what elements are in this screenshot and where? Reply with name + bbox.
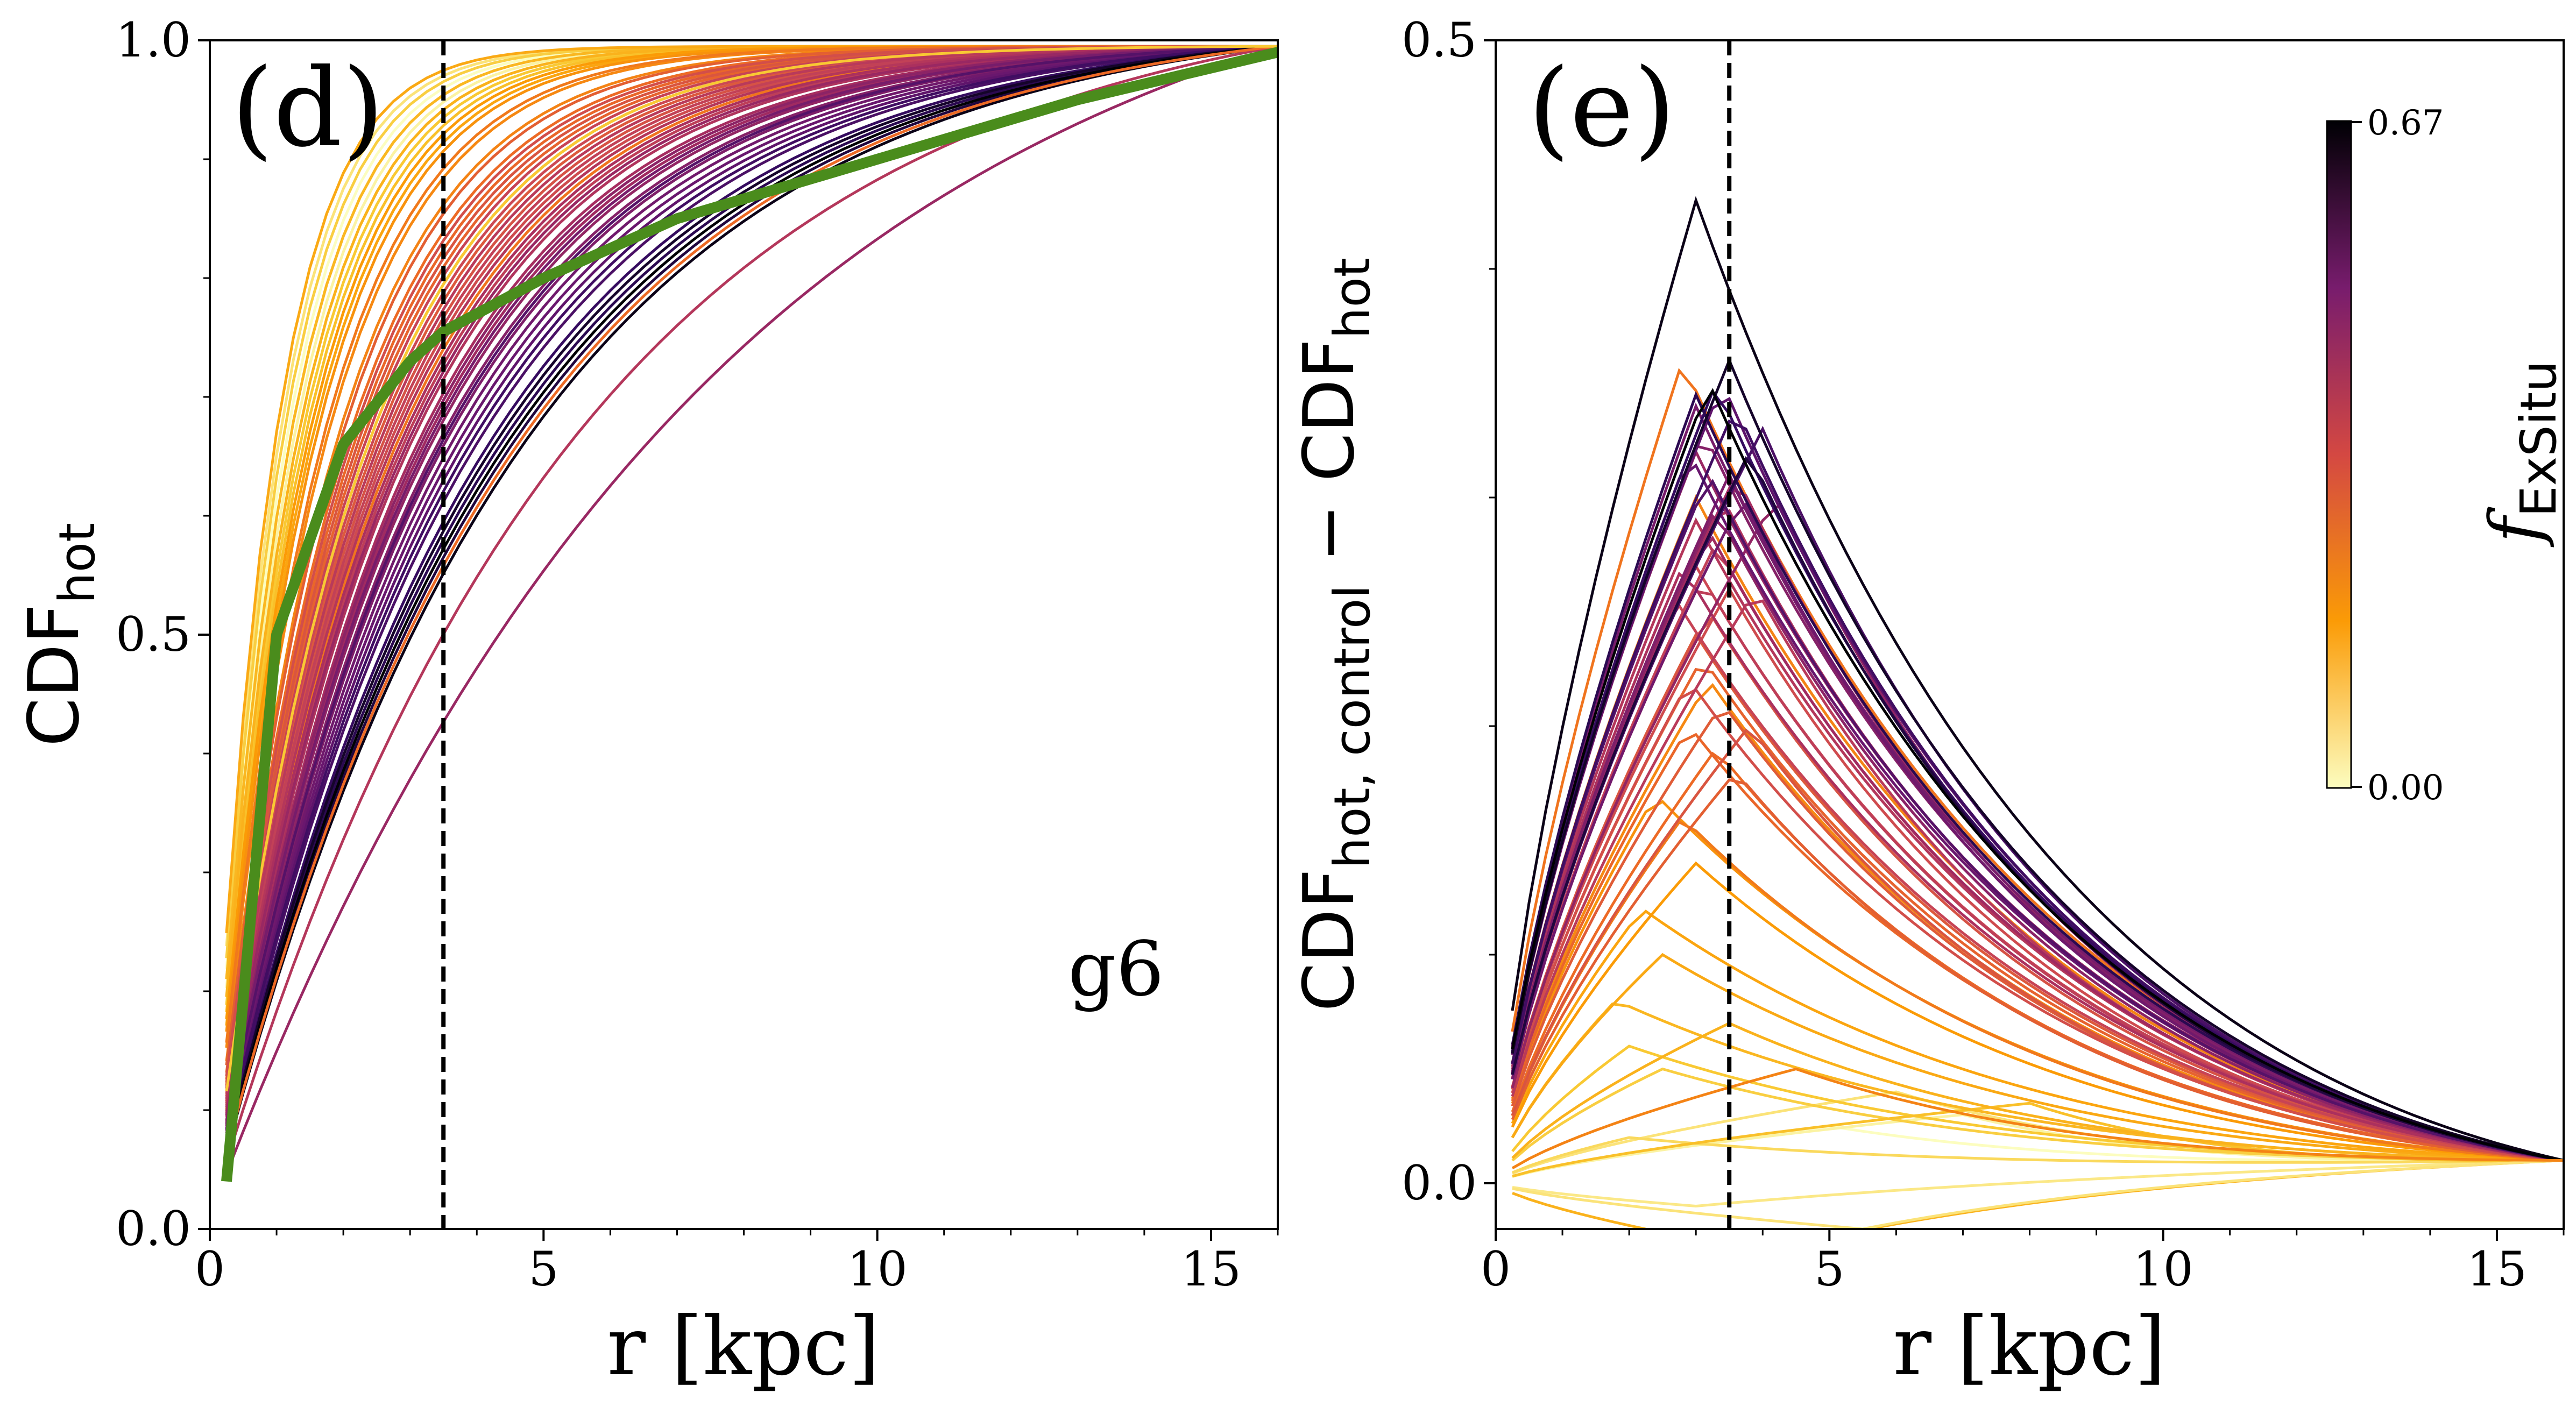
panel-d-x-tick-label: 5 (528, 1241, 558, 1297)
colorbar-max-label: 0.67 (2367, 103, 2444, 143)
panel-d: 0 5 10 15 0.0 0.5 1.0 (d) g6 r [kpc] CDFhot (13, 12, 1279, 1394)
colorbar-min-label: 0.00 (2367, 768, 2444, 808)
panel-e-series-line (1511, 514, 2564, 1162)
panel-e-x-axis-title: r [kpc] (1893, 1300, 2165, 1394)
panel-d-series-line (225, 45, 1278, 1154)
panel-d-label: (d) (231, 46, 384, 171)
panel-d-series-line (225, 45, 1278, 1163)
panel-e-series-line (1512, 1136, 2564, 1174)
panel-e-series-line (1511, 471, 2564, 1162)
panel-e-series-line (1511, 778, 2564, 1162)
panel-e-x-tick-label: 10 (2133, 1241, 2193, 1297)
panel-d-y-tick-label: 0.0 (116, 1201, 191, 1256)
panel-d-series-line (225, 45, 1278, 1146)
panel-e-series-line (1511, 688, 2564, 1162)
panel-e-series-line (1511, 909, 2564, 1162)
panel-e-series-line (1511, 751, 2564, 1162)
panel-d-x-tick-label: 15 (1181, 1241, 1241, 1297)
colorbar-gradient (2326, 120, 2352, 789)
panel-e-series-line (1512, 1113, 2564, 1178)
panel-e-series-line (1512, 1159, 2564, 1229)
panel-e-series-line (1511, 586, 2564, 1162)
panel-e-series-line (1511, 953, 2564, 1162)
panel-e-series-line (1512, 1159, 2564, 1208)
panel-e-series-line (1511, 196, 2564, 1162)
panel-e-series-line (1511, 603, 2564, 1162)
panel-e-series-line (1512, 1159, 2564, 1229)
panel-d-series-group (221, 45, 1278, 1182)
panel-d-annotation: g6 (1068, 926, 1164, 1013)
panel-e-y-tick-label: 0.5 (1402, 12, 1477, 68)
panel-d-y-axis-title: CDFhot (13, 523, 106, 747)
panel-e-series-line (1511, 357, 2564, 1162)
panel-d-series-line (225, 45, 1278, 1147)
panel-d-ticks: 0 5 10 15 0.0 0.5 1.0 (116, 12, 1279, 1297)
panel-d-series-line (225, 45, 1278, 1115)
panel-e-series-line (1511, 388, 2564, 1162)
panel-e-series-line (1511, 820, 2564, 1162)
panel-e-x-tick-label: 5 (1814, 1241, 1844, 1297)
panel-e-series-line (1511, 1067, 2564, 1170)
panel-d-y-tick-label: 0.5 (116, 607, 191, 662)
colorbar: 0.67 0.00 fExSitu (2326, 103, 2567, 808)
panel-e-ticks: 0 5 10 15 0.0 0.5 (1402, 12, 2565, 1297)
panel-d-x-tick-label: 0 (195, 1241, 225, 1297)
panel-d-series-line (225, 45, 1278, 1125)
colorbar-label: fExSitu (2474, 360, 2567, 547)
panel-d-series-line (225, 45, 1278, 1153)
panel-e-x-tick-label: 15 (2467, 1241, 2527, 1297)
panel-d-x-tick-label: 10 (847, 1241, 908, 1297)
panel-d-series-line (225, 45, 1278, 1140)
panel-e-y-axis-title: CDFhot, control − CDFhot (1288, 258, 1381, 1012)
panel-e-series-line (1511, 479, 2564, 1162)
panel-d-series-line (225, 45, 1278, 1174)
panel-e-y-tick-label: 0.0 (1402, 1155, 1477, 1211)
panel-e: 0 5 10 15 0.0 0.5 (e) r [kpc] CDFhot, control… (1288, 12, 2567, 1394)
panel-e-series-line (1511, 861, 2564, 1162)
panel-d-series-line (225, 45, 1278, 1131)
panel-d-y-tick-label: 1.0 (116, 12, 191, 68)
panel-e-label: (e) (1528, 46, 1675, 171)
panel-e-x-tick-label: 0 (1481, 1241, 1511, 1297)
panel-d-reference-curve (221, 47, 1278, 1182)
panel-d-series-line (225, 45, 1278, 1152)
panel-e-series-line (1511, 1021, 2564, 1162)
panel-d-x-axis-title: r [kpc] (607, 1300, 880, 1394)
panel-e-series-group (1511, 196, 2564, 1229)
